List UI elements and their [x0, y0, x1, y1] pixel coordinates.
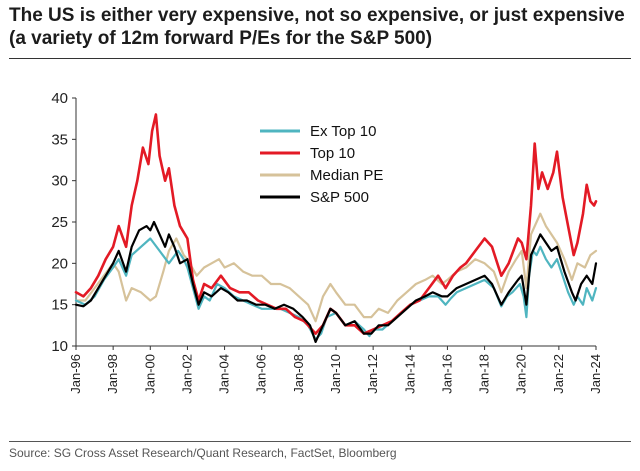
- title-divider: [9, 58, 631, 59]
- series-line-s-p-500: [74, 220, 598, 343]
- source-note: Source: SG Cross Asset Research/Quant Re…: [9, 446, 397, 460]
- x-tick-label: Jan-18: [477, 354, 492, 394]
- x-tick-label: Jan-14: [402, 354, 417, 394]
- legend-label-s-p-500: S&P 500: [310, 189, 369, 206]
- x-tick-label: Jan-12: [365, 354, 380, 394]
- x-tick-label: Jan-96: [68, 354, 83, 394]
- series-layer: [74, 113, 598, 343]
- y-tick-label: 20: [51, 255, 68, 272]
- y-tick-label: 40: [51, 90, 68, 107]
- x-tick-label: Jan-08: [291, 354, 306, 394]
- x-tick-label: Jan-16: [439, 354, 454, 394]
- x-tick-label: Jan-00: [142, 354, 157, 394]
- y-tick-label: 15: [51, 297, 68, 314]
- x-tick-label: Jan-02: [179, 354, 194, 394]
- x-tick-label: Jan-04: [217, 354, 232, 394]
- y-tick-label: 30: [51, 173, 68, 190]
- y-tick-label: 10: [51, 338, 68, 355]
- legend: Ex Top 10 Top 10 Median PE S&P 500: [260, 123, 383, 206]
- x-tick-label: Jan-06: [254, 354, 269, 394]
- x-tick-label: Jan-24: [588, 354, 603, 394]
- x-tick-label: Jan-20: [514, 354, 529, 394]
- legend-label-ex-top-10: Ex Top 10: [310, 123, 376, 140]
- pe-line-chart: 10 15 20 25 30 35 40 Jan-96 Jan-98 Jan-00 Jan-02 Ja…: [51, 90, 603, 394]
- source-divider: [9, 441, 631, 442]
- x-tick-label: Jan-22: [551, 354, 566, 394]
- y-tick-label: 25: [51, 214, 68, 231]
- legend-label-top-10: Top 10: [310, 145, 355, 162]
- axis-layer: 10 15 20 25 30 35 40 Jan-96 Jan-98 Jan-00 Jan-02 Ja…: [51, 90, 603, 394]
- series-line-median-pe: [74, 212, 598, 323]
- x-tick-label: Jan-98: [105, 354, 120, 394]
- y-tick-label: 35: [51, 131, 68, 148]
- x-tick-label: Jan-10: [328, 354, 343, 394]
- series-line-ex-top-10: [74, 237, 598, 341]
- legend-label-median-pe: Median PE: [310, 167, 383, 184]
- chart-title: The US is either very expensive, not so …: [9, 5, 625, 49]
